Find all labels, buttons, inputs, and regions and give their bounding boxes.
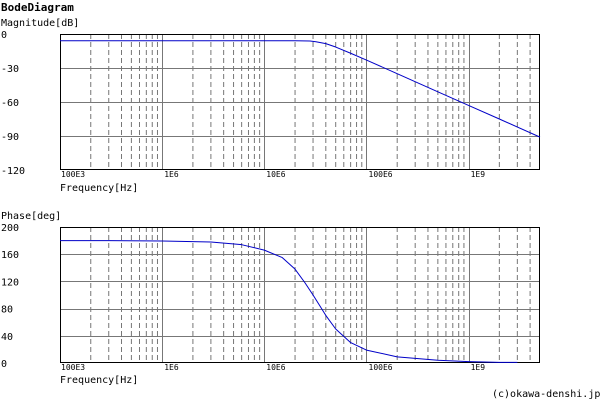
magnitude-x-tick-label: 100E3 (61, 170, 85, 179)
phase-x-axis-label: Frequency[Hz] (60, 375, 138, 386)
phase-x-tick-label: 100E3 (61, 363, 85, 372)
phase-x-tick-label: 10E6 (266, 363, 285, 372)
phase-y-tick-label: 200 (1, 223, 19, 234)
magnitude-axis-label: Magnitude[dB] (1, 18, 79, 29)
phase-y-tick-label: 120 (1, 277, 19, 288)
magnitude-chart: 0 -30 -60 -90 -120 100E3 1E6 10E6 100E6 1E9 (1, 30, 541, 179)
phase-y-tick-label: 40 (1, 332, 13, 343)
magnitude-x-axis-label: Frequency[Hz] (60, 183, 138, 194)
credit-text: (c)okawa-denshi.jp (492, 389, 600, 400)
magnitude-y-tick-label: -90 (1, 132, 19, 143)
magnitude-x-tick-label: 1E6 (164, 170, 179, 179)
phase-y-tick-label: 80 (1, 305, 13, 316)
magnitude-plot-frame (60, 34, 540, 170)
magnitude-y-tick-label: -120 (1, 166, 25, 177)
magnitude-y-tick-label: -30 (1, 64, 19, 75)
magnitude-y-tick-label: 0 (1, 30, 7, 41)
magnitude-x-tick-label: 10E6 (266, 170, 285, 179)
magnitude-y-tick-label: -60 (1, 98, 19, 109)
phase-axis-label: Phase[deg] (1, 211, 61, 222)
phase-y-tick-label: 0 (1, 359, 7, 370)
magnitude-curve (60, 40, 541, 138)
phase-x-tick-label: 100E6 (369, 363, 393, 372)
phase-x-tick-label: 1E6 (164, 363, 179, 372)
phase-x-tick-label: 1E9 (471, 363, 486, 372)
phase-curve (60, 240, 518, 363)
phase-chart: 200 160 120 80 40 0 100E3 1E6 10E6 100E6 1E9 (1, 223, 540, 372)
magnitude-x-tick-label: 1E9 (471, 170, 486, 179)
page-title: BodeDiagram (1, 1, 74, 14)
phase-y-tick-label: 160 (1, 250, 19, 261)
phase-plot-frame (60, 227, 540, 363)
magnitude-x-tick-label: 100E6 (369, 170, 393, 179)
